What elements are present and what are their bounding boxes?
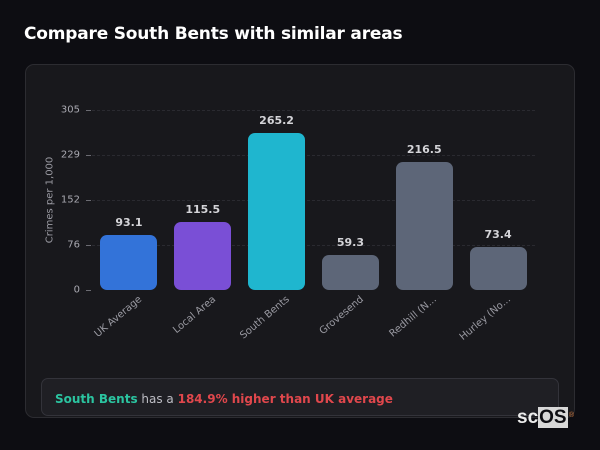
bar-local-area[interactable] bbox=[174, 221, 232, 290]
bar-grovesend[interactable] bbox=[321, 255, 379, 290]
page-title: Compare South Bents with similar areas bbox=[24, 24, 403, 44]
brand-logo: scOS ® bbox=[517, 407, 574, 428]
logo-suffix: OS bbox=[538, 407, 568, 428]
insight-banner: South Bents has a 184.9% higher than UK … bbox=[41, 378, 559, 416]
logo-prefix: sc bbox=[517, 407, 539, 428]
bar-hurley-no[interactable] bbox=[469, 246, 527, 290]
insight-area-name: South Bents bbox=[55, 392, 138, 406]
insight-connector: has a bbox=[137, 392, 178, 406]
bar-uk-average[interactable] bbox=[100, 235, 158, 290]
insight-comparison: 184.9% higher than UK average bbox=[177, 392, 393, 406]
registered-mark-icon: ® bbox=[569, 412, 575, 419]
bar-redhill-n[interactable] bbox=[395, 162, 453, 290]
bar-south-bents[interactable] bbox=[248, 133, 306, 290]
